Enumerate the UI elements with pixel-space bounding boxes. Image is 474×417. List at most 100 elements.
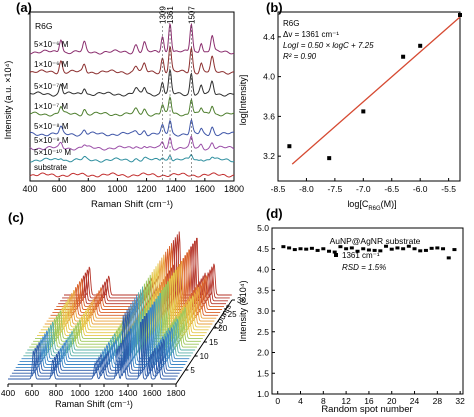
- d-xtick-label: 20: [387, 396, 397, 406]
- b-point: [458, 12, 462, 17]
- panel-d-points: [281, 244, 457, 260]
- panel-b-annotation-2: Δv = 1361 cm⁻¹: [283, 30, 339, 39]
- d-point: [441, 247, 446, 251]
- c-xtick-label: 600: [25, 388, 39, 398]
- a-series-label: 5×10⁻⁸ M: [34, 122, 69, 131]
- panel-d-rsd: RSD = 1.5%: [342, 263, 386, 272]
- b-xtick-label: -6.0: [413, 184, 428, 194]
- a-series-label: 5×10⁻¹⁰ M: [34, 148, 71, 157]
- a-trace: [29, 45, 235, 75]
- c-xtick-label: 1800: [167, 388, 186, 398]
- a-series-label: 5×10⁻⁷ M: [34, 82, 68, 91]
- panel-d-title: AuNP@AgNR substrate: [330, 236, 421, 246]
- c-xtick-label: 1200: [95, 388, 114, 398]
- panel-b-ylabel: log[Intensity]: [238, 75, 248, 126]
- d-point: [355, 249, 360, 253]
- panel-c-letter: (c): [8, 210, 24, 225]
- panel-b-annotation-3: LogI = 0.50 × logC + 7.25: [283, 41, 374, 50]
- a-trace: [29, 22, 235, 55]
- d-xtick-label: 32: [455, 396, 465, 406]
- b-ytick-label: 4.4: [263, 32, 275, 42]
- d-xtick-label: 12: [341, 396, 351, 406]
- d-xtick-label: 16: [364, 396, 374, 406]
- a-trace: [29, 135, 235, 151]
- panel-a-letter: (a): [16, 0, 32, 15]
- a-xtick-label: 800: [81, 184, 96, 194]
- d-ytick-label: 2.0: [257, 348, 269, 358]
- d-ytick-label: 3.5: [257, 285, 269, 295]
- c-xtick-label: 1000: [71, 388, 90, 398]
- d-point: [452, 248, 457, 252]
- d-point: [446, 256, 451, 260]
- d-xtick-label: 8: [321, 396, 326, 406]
- panel-b: (b) log[Intensity] log[CR6G(M)] -8.5 -8.0…: [238, 0, 462, 212]
- d-point: [344, 247, 349, 251]
- panel-b-frame: [277, 11, 461, 182]
- d-point: [321, 247, 326, 251]
- d-point: [395, 246, 400, 250]
- d-ytick-label: 1.0: [257, 389, 269, 399]
- b-xtick-label: -8.5: [271, 184, 286, 194]
- d-ytick-label: 1.5: [257, 368, 269, 378]
- b-point: [418, 43, 423, 48]
- b-xtick-label: -5.5: [441, 184, 456, 194]
- c-depth-tick-label: 20: [218, 324, 227, 333]
- b-ytick-label: 3.6: [263, 111, 275, 121]
- d-point: [389, 247, 394, 251]
- c-depth-tick-label: 5: [190, 366, 195, 375]
- c-xtick-label: 800: [49, 388, 63, 398]
- d-point: [315, 248, 320, 252]
- panel-d-ylabel: Intensity (×10⁴): [238, 280, 248, 341]
- d-point: [423, 248, 428, 252]
- panel-d-legend: 1361 cm⁻¹: [342, 251, 380, 260]
- d-point: [298, 247, 303, 251]
- panel-a-xticks: 400 600 800 1000 1200 1400 1600 1800: [22, 178, 244, 194]
- c-depth-tick-label: 10: [200, 352, 209, 361]
- a-peak-label: 1361: [166, 6, 175, 24]
- a-xtick-label: 1000: [107, 184, 127, 194]
- panel-b-xlabel: log[CR6G(M)]: [347, 199, 396, 212]
- d-point: [378, 249, 383, 253]
- panel-b-points: [287, 12, 462, 161]
- a-peak-label: 1309: [158, 6, 167, 24]
- d-ytick-label: 3.0: [257, 306, 269, 316]
- b-xtick-label: -7.5: [328, 184, 343, 194]
- d-xtick-label: 4: [298, 396, 303, 406]
- a-xtick-label: 1400: [166, 184, 186, 194]
- b-point: [287, 144, 292, 149]
- b-fit-segment: [291, 16, 461, 165]
- a-xtick-label: 400: [22, 184, 37, 194]
- panel-b-annotation-4: R² = 0.90: [283, 52, 317, 61]
- a-xtick-label: 1200: [137, 184, 157, 194]
- d-point: [332, 250, 337, 254]
- b-xtick-label: -7.0: [356, 184, 371, 194]
- d-ytick-label: 4.5: [257, 244, 269, 254]
- c-depth-tick-label: 15: [209, 338, 218, 347]
- panel-a-traces: [29, 22, 235, 178]
- d-point: [366, 248, 371, 252]
- panel-c-spectra: [8, 231, 232, 380]
- a-peak-label: 1507: [187, 6, 196, 24]
- a-trace: [29, 118, 235, 137]
- b-point: [361, 109, 366, 114]
- c-depth-tick-label: 25: [228, 310, 237, 319]
- b-ytick-label: 3.2: [263, 151, 275, 161]
- panel-b-ticks: -8.5 -8.0 -7.5 -7.0 -6.5 -6.0 -5.5 3.2 3.6 4.0 4.4: [263, 32, 456, 194]
- a-xtick-label: 1800: [224, 184, 244, 194]
- panel-a-ylabel: Intensity (a.u. ×10⁴): [3, 61, 13, 140]
- d-xtick-label: 24: [410, 396, 420, 406]
- b-point: [327, 156, 332, 161]
- panel-d: (d) Intensity (×10⁴) Random spot number …: [238, 206, 465, 415]
- panel-a: (a) Intensity (a.u. ×10⁴) Raman Shift (c…: [3, 0, 244, 210]
- panel-d-ticks: 0 4 8 12 16 20 24 28 32 1.0 1.5 2.0 2.5 3.0 3.5 4.0 4.5 5…: [257, 223, 465, 406]
- d-point: [401, 247, 406, 251]
- c-xtick-label: 1600: [143, 388, 162, 398]
- d-point: [281, 245, 286, 249]
- panel-a-r6g-label: R6G: [35, 21, 52, 31]
- d-xtick-label: 0: [275, 396, 280, 406]
- a-xtick-label: 600: [52, 184, 67, 194]
- d-ytick-label: 4.0: [257, 265, 269, 275]
